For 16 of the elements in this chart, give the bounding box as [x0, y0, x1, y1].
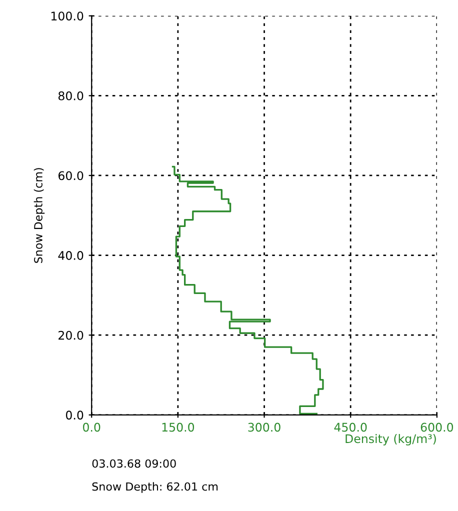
- x-tick-label: 0.0: [82, 422, 100, 432]
- text: 03.03.68 09:00: [92, 459, 176, 468]
- x-tick-label: 150.0: [162, 422, 194, 432]
- y-tick-label: 20.0: [58, 330, 84, 340]
- x-tick-label: 450.0: [334, 422, 367, 432]
- y-tick-label: 100.0: [51, 12, 84, 20]
- y-tick-label: 0.0: [66, 410, 84, 420]
- x-tick-label: 300.0: [248, 422, 280, 432]
- text: Snow Depth: 62.01 cm: [92, 482, 218, 493]
- y-tick-label: 60.0: [58, 171, 84, 180]
- line-series: [172, 166, 324, 415]
- y-tick-label: 80.0: [58, 91, 84, 100]
- x-tick-label: 600.0: [420, 422, 454, 432]
- x-axis-title: Density (kg/m³): [346, 434, 436, 446]
- y-axis-title: Snow Depth (cm): [34, 168, 45, 263]
- y-tick-label: 40.0: [58, 251, 84, 260]
